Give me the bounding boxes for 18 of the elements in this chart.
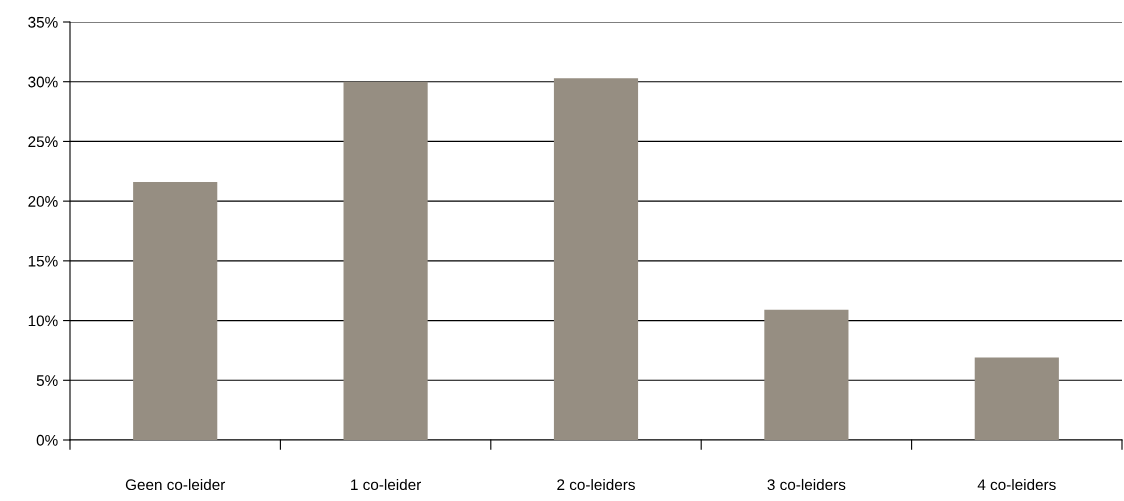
x-tick-label: Geen co-leider — [125, 478, 226, 491]
y-tick-label: 25% — [28, 136, 58, 148]
x-tick-label: 1 co-leider — [351, 478, 422, 491]
x-tick-label: 2 co-leiders — [557, 478, 635, 491]
y-tick-label: 30% — [28, 76, 58, 88]
y-tick-label: 10% — [28, 315, 58, 327]
bar — [553, 78, 639, 440]
x-tick-label: 3 co-leiders — [767, 478, 846, 491]
bar — [343, 81, 428, 440]
bar — [133, 182, 218, 440]
bar — [764, 309, 849, 440]
y-tick-label: 15% — [28, 255, 58, 267]
y-tick-label: 35% — [28, 16, 58, 28]
bar — [974, 357, 1059, 440]
y-tick-label: 20% — [28, 196, 58, 207]
y-tick-label: 0% — [36, 434, 58, 446]
y-tick-label: 5% — [36, 375, 58, 386]
x-tick-label: 4 co-leiders — [977, 478, 1056, 491]
